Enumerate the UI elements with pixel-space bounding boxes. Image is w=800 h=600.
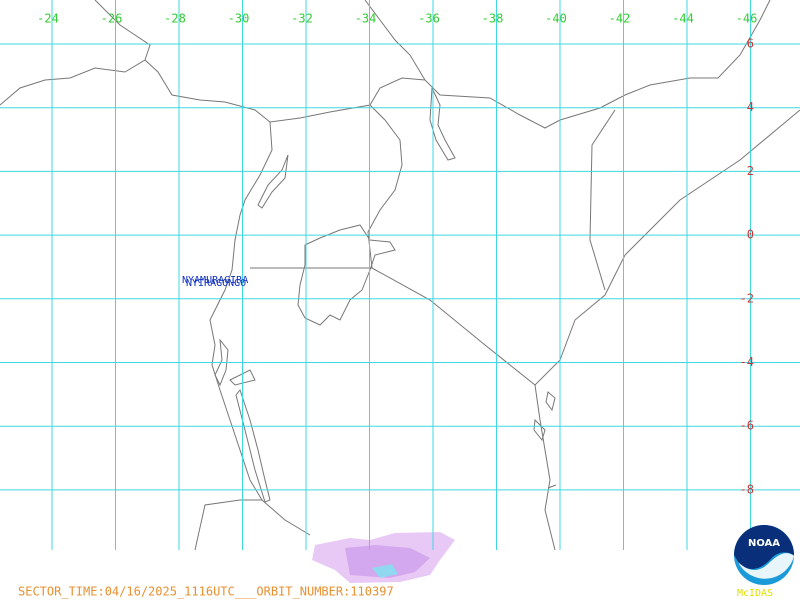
lat-label: -2 (740, 291, 754, 305)
lake (214, 338, 229, 387)
lat-label: 2 (747, 164, 754, 178)
lon-label: -32 (291, 12, 313, 26)
lon-label: -40 (545, 12, 567, 26)
graticule-labels: -24 -26 -28 -30 -32 -34 -36 -38 -40 -42 -44 -46 6 4 2 0… (37, 12, 757, 497)
lon-label: -34 (355, 12, 377, 26)
logo-text: NOAA (748, 538, 780, 549)
satellite-cloud (312, 532, 455, 583)
graticule (0, 0, 800, 550)
lake (235, 388, 271, 503)
geography (0, 0, 800, 551)
lat-label: 6 (747, 37, 754, 51)
coast (533, 391, 557, 489)
border (371, 109, 800, 386)
lon-label: -42 (609, 12, 631, 26)
lake (257, 154, 289, 209)
station-label: NYAMURAGIRA (182, 275, 248, 286)
credit: McIDAS (737, 588, 773, 599)
noaa-logo: NOAA (734, 525, 794, 585)
lon-label: -38 (482, 12, 504, 26)
lake (229, 369, 256, 386)
lat-label: 4 (747, 100, 754, 114)
border (250, 104, 403, 269)
border (364, 0, 426, 81)
lon-label: -46 (736, 12, 758, 26)
lon-label: -30 (228, 12, 250, 26)
border (94, 0, 151, 61)
lat-label: -6 (740, 419, 754, 433)
station-label: NYIRAGONGO (186, 278, 246, 289)
lon-label: -26 (101, 12, 123, 26)
lat-label: -4 (740, 355, 754, 369)
lat-label: -8 (740, 482, 754, 496)
coast (534, 384, 556, 551)
lat-label: 0 (747, 228, 754, 242)
border (589, 109, 616, 291)
lon-label: -24 (37, 12, 59, 26)
lon-label: -36 (418, 12, 440, 26)
lon-label: -44 (672, 12, 694, 26)
lon-label: -28 (164, 12, 186, 26)
border (0, 0, 771, 129)
lake (429, 87, 456, 161)
border (194, 499, 262, 551)
border (209, 121, 311, 536)
lake (297, 224, 396, 326)
footer-text: SECTOR_TIME:04/16/2025_1116UTC___ORBIT_N… (18, 585, 394, 599)
